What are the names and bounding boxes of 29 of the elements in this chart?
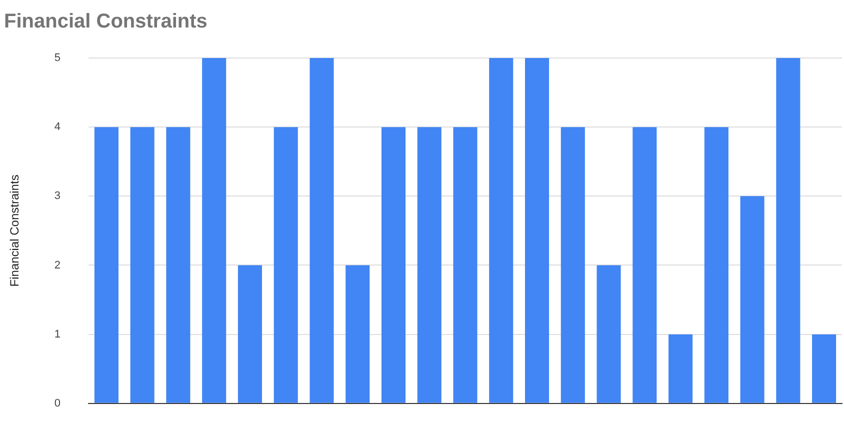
bar xyxy=(525,58,550,403)
y-tick-label: 2 xyxy=(54,259,61,272)
bar xyxy=(238,265,262,403)
bar xyxy=(310,58,334,403)
bar xyxy=(381,127,406,403)
chart-title: Financial Constraints xyxy=(4,10,208,33)
bar xyxy=(596,265,621,403)
bar xyxy=(560,127,585,403)
bar xyxy=(274,127,298,403)
bar xyxy=(776,58,800,403)
y-tick-label: 3 xyxy=(54,190,61,202)
bar xyxy=(346,265,370,403)
bar xyxy=(453,127,478,403)
y-tick-label: 1 xyxy=(54,328,61,340)
bar xyxy=(202,58,226,403)
bar xyxy=(417,127,442,403)
bar xyxy=(632,127,657,403)
bar xyxy=(489,58,514,403)
bar xyxy=(812,334,836,403)
bar xyxy=(668,334,693,403)
y-tick-label: 4 xyxy=(54,121,61,134)
y-axis-title: Financial Constraints xyxy=(8,174,22,287)
bar xyxy=(740,196,764,403)
bar xyxy=(166,127,190,403)
bar xyxy=(130,127,154,403)
bar xyxy=(704,127,728,403)
y-tick-label: 5 xyxy=(54,52,61,64)
bar xyxy=(94,127,118,403)
y-tick-label: 0 xyxy=(54,397,61,410)
